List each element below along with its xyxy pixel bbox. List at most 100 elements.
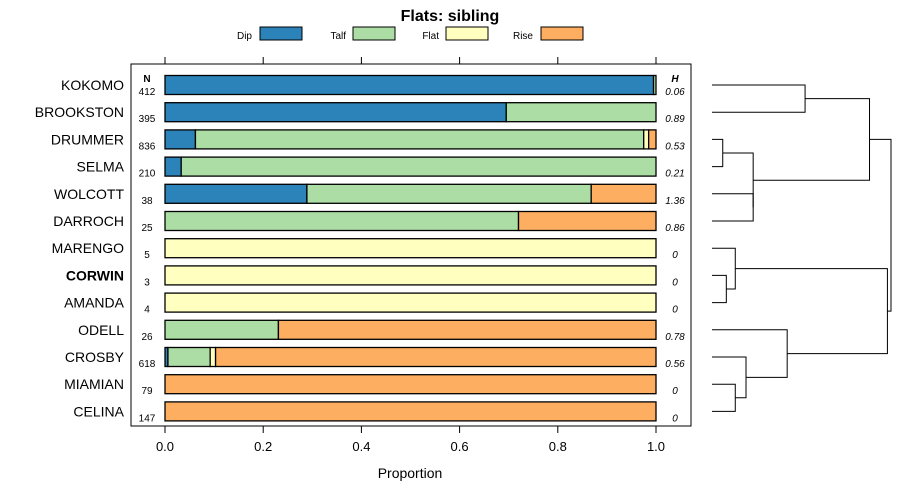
- h-value: 0: [672, 413, 678, 424]
- bar-row-brookston: BROOKSTON 395 0.89: [35, 102, 685, 125]
- bar-segment-talf: [505, 102, 657, 123]
- x-tick-label: 0.2: [254, 439, 272, 454]
- row-label: MIAMIAN: [64, 376, 124, 392]
- bar-segment-dip: [164, 129, 197, 150]
- bar-row-kokomo: KOKOMO 412 0.06: [61, 74, 685, 98]
- row-label: WOLCOTT: [54, 186, 124, 202]
- bar-segment-talf: [652, 74, 657, 96]
- bar-segment-talf: [164, 210, 520, 232]
- bar-row-selma: SELMA 210 0.21: [77, 156, 685, 180]
- legend-swatch-talf: [352, 26, 396, 41]
- h-value: 1.36: [665, 196, 685, 207]
- legend-label-flat: Flat: [422, 31, 439, 42]
- bar-segment-talf: [164, 319, 280, 340]
- h-value: 0.56: [665, 359, 685, 370]
- row-label: SELMA: [77, 159, 125, 175]
- n-value: 25: [141, 223, 153, 234]
- h-value: 0.53: [665, 141, 685, 152]
- dendrogram-link: [869, 138, 892, 312]
- h-value: 0.78: [665, 332, 685, 343]
- row-label: CROSBY: [65, 349, 125, 365]
- dendrogram-link: [753, 98, 871, 181]
- legend-label-rise: Rise: [513, 31, 533, 42]
- legend-swatch-flat: [445, 26, 489, 41]
- row-label: KOKOMO: [61, 77, 124, 93]
- bar-row-wolcott: WOLCOTT 38 1.36: [54, 183, 685, 207]
- h-value: 0: [672, 386, 678, 397]
- bar-segment-flat: [164, 265, 657, 286]
- bar-segment-talf: [180, 156, 657, 177]
- bar-row-odell: ODELL 26 0.78: [78, 319, 685, 343]
- bar-segment-rise: [164, 401, 657, 422]
- n-value: 618: [139, 359, 156, 370]
- bar-segment-rise: [277, 319, 657, 340]
- bar-segment-rise: [647, 129, 657, 150]
- row-label: DARROCH: [53, 213, 124, 229]
- n-value: 4: [144, 305, 150, 316]
- bar-segment-rise: [214, 346, 657, 368]
- bar-row-marengo: MARENGO 5 0: [52, 238, 678, 261]
- bar-rows: KOKOMO 412 0.06 BROOKSTON 395 0.89 DRUMMER 836 0…: [35, 74, 685, 424]
- n-column-header: N: [143, 74, 150, 85]
- h-value: 0: [672, 277, 678, 288]
- h-value: 0.21: [665, 169, 684, 180]
- dendrogram-link: [712, 274, 727, 304]
- bar-segment-talf: [167, 346, 211, 368]
- bar-segment-talf: [306, 183, 592, 204]
- x-axis-title: Proportion: [378, 465, 443, 481]
- bar-segment-rise: [164, 374, 657, 395]
- h-value: 0.89: [665, 114, 685, 125]
- legend-label-dip: Dip: [237, 31, 252, 42]
- legend-swatch-dip: [259, 26, 303, 41]
- n-value: 38: [141, 196, 153, 207]
- n-value: 836: [139, 141, 156, 152]
- bar-segment-talf: [194, 129, 645, 150]
- dendrogram-link: [722, 152, 754, 208]
- dendrogram-link: [712, 138, 724, 168]
- dendrogram-link: [712, 383, 736, 412]
- n-value: 210: [139, 169, 156, 180]
- n-value: 147: [139, 413, 156, 424]
- legend: Dip Talf Flat Rise: [237, 26, 584, 42]
- n-value: 412: [139, 87, 156, 98]
- x-axis: 0.0 0.2 0.4 0.6 0.8 1.0: [156, 426, 665, 454]
- h-value: 0: [672, 250, 678, 261]
- bar-segment-dip: [164, 183, 308, 204]
- h-value: 0: [672, 305, 678, 316]
- row-label: BROOKSTON: [35, 104, 124, 120]
- n-value: 5: [144, 250, 150, 261]
- bar-segment-dip: [164, 156, 182, 177]
- top-axis-ticks: [164, 57, 657, 64]
- x-tick-label: 1.0: [647, 439, 665, 454]
- bar-segment-dip: [164, 74, 655, 96]
- chart-title: Flats: sibling: [401, 8, 500, 25]
- h-value: 0.86: [665, 223, 685, 234]
- dendrogram: [712, 84, 892, 412]
- bar-segment-flat: [164, 292, 657, 313]
- h-value: 0.06: [665, 87, 685, 98]
- bar-segment-rise: [517, 210, 657, 232]
- bar-segment-flat: [164, 238, 657, 259]
- bar-row-darroch: DARROCH 25 0.86: [53, 210, 685, 234]
- row-label: DRUMMER: [51, 131, 124, 147]
- h-column-header: H: [671, 74, 679, 85]
- bar-segment-rise: [590, 183, 657, 204]
- bar-row-celina: CELINA 147 0: [73, 401, 678, 424]
- bar-row-crosby: CROSBY 618 0.56: [65, 346, 685, 370]
- plot-frame: [130, 63, 692, 427]
- row-label: CELINA: [73, 403, 124, 419]
- dendrogram-link: [735, 268, 888, 355]
- n-value: 26: [141, 332, 153, 343]
- legend-label-talf: Talf: [330, 31, 346, 42]
- x-tick-label: 0.6: [451, 439, 469, 454]
- n-value: 3: [144, 277, 150, 288]
- dendrogram-link: [712, 193, 754, 222]
- row-label: MARENGO: [52, 240, 124, 256]
- row-label: CORWIN: [66, 267, 124, 283]
- x-tick-label: 0.0: [156, 439, 174, 454]
- bar-row-drummer: DRUMMER 836 0.53: [51, 129, 685, 152]
- bar-row-amanda: AMANDA 4 0: [64, 292, 678, 316]
- legend-swatch-rise: [540, 26, 584, 41]
- n-value: 395: [139, 114, 156, 125]
